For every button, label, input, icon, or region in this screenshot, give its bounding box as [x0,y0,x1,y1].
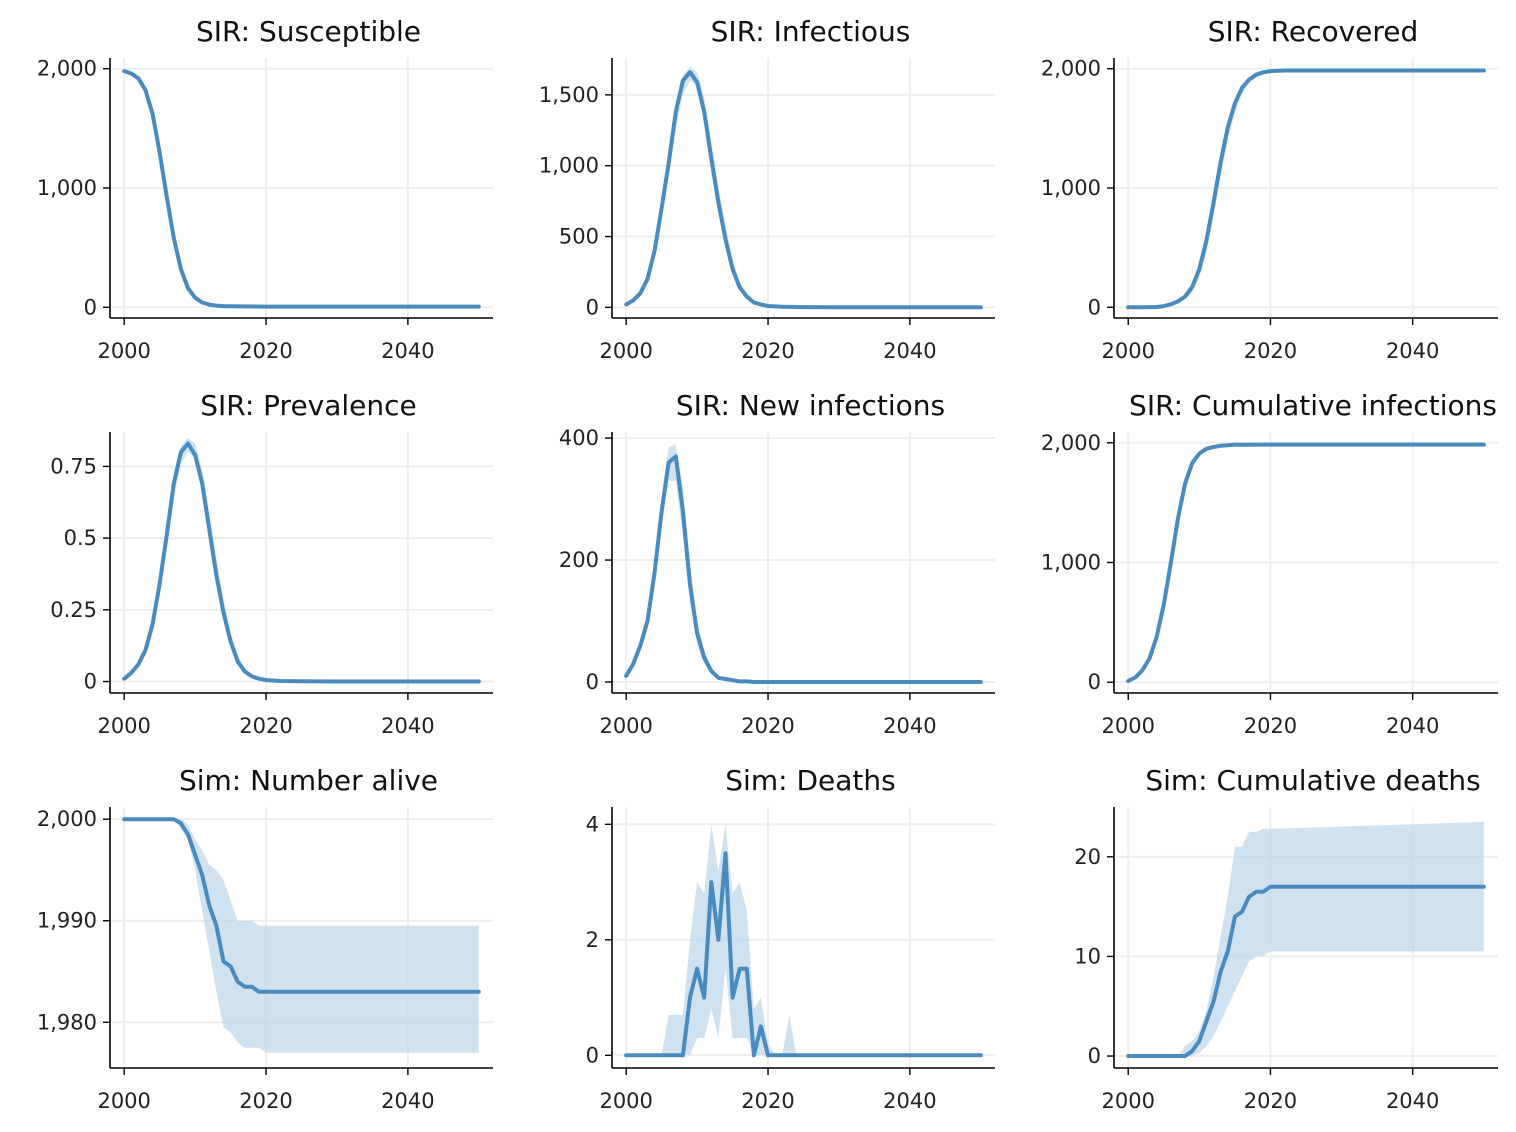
y-tick-label: 0 [1088,295,1101,319]
y-tick-label: 1,000 [539,154,599,178]
y-tick-label: 0.25 [50,598,97,622]
x-tick-label: 2040 [1386,339,1439,363]
x-tick-label: 2000 [599,714,652,738]
y-tick-label: 0 [1088,670,1101,694]
x-tick-label: 2020 [741,339,794,363]
x-tick-label: 2020 [239,714,292,738]
x-tick-label: 2020 [239,1089,292,1113]
y-tick-label: 1,980 [37,1010,97,1034]
y-tick-label: 1,000 [37,176,97,200]
y-tick-label: 0 [84,670,97,694]
y-tick-label: 2 [586,928,599,952]
x-tick-label: 2000 [97,714,150,738]
y-tick-label: 1,000 [1041,176,1101,200]
x-tick-label: 2000 [599,1089,652,1113]
series-line [122,441,481,684]
chart-panel: 2000 2020 2040 0 2 4 Sim: Deaths [586,764,995,1113]
chart-title: Sim: Deaths [725,764,895,797]
chart-title: SIR: Susceptible [196,15,421,48]
y-tick-label: 0 [586,295,599,319]
x-tick-label: 2040 [1386,714,1439,738]
y-tick-label: 0 [1088,1044,1101,1068]
x-tick-label: 2040 [1386,1089,1439,1113]
x-tick-label: 2040 [381,339,434,363]
uncertainty-band [1128,821,1484,1056]
x-tick-label: 2000 [97,1089,150,1113]
y-tick-label: 400 [559,426,599,450]
y-tick-label: 2,000 [37,57,97,81]
x-tick-label: 2020 [1244,339,1297,363]
y-tick-label: 0 [586,670,599,694]
x-tick-label: 2040 [381,714,434,738]
chart-panel: 2000 2020 2040 0 1,000 2,000 SIR: Cumulative i… [1041,389,1498,738]
y-tick-label: 1,500 [539,83,599,107]
chart-title: SIR: Recovered [1208,15,1419,48]
series-line [624,454,983,684]
x-tick-label: 2040 [381,1089,434,1113]
chart-title: SIR: Cumulative infections [1129,389,1497,422]
y-tick-label: 200 [559,548,599,572]
y-tick-label: 1,000 [1041,551,1101,575]
chart-title: SIR: New infections [676,389,945,422]
x-tick-label: 2000 [1101,339,1154,363]
y-tick-label: 2,000 [1041,431,1101,455]
chart-panel: 2000 2020 2040 0 1,000 2,000 SIR: Recovered [1041,15,1498,363]
y-tick-label: 0.75 [50,454,97,478]
series-line [1126,68,1486,310]
chart-title: Sim: Cumulative deaths [1145,764,1480,797]
chart-panel: 2000 2020 2040 1,980 1,990 2,000 Sim: Number a… [37,764,493,1113]
x-tick-label: 2020 [741,714,794,738]
x-tick-label: 2000 [1101,714,1154,738]
uncertainty-band [124,819,479,1053]
x-tick-label: 2020 [1244,1089,1297,1113]
chart-title: SIR: Prevalence [200,389,417,422]
x-tick-label: 2020 [1244,714,1297,738]
y-tick-label: 0 [586,1043,599,1067]
series-line [1126,884,1486,1058]
x-tick-label: 2020 [239,339,292,363]
y-tick-label: 500 [559,225,599,249]
chart-title: Sim: Number alive [179,764,438,797]
chart-panel: 2000 2020 2040 0 0.25 0.5 0.75 SIR: Prevalence [50,389,493,738]
x-tick-label: 2000 [97,339,150,363]
uncertainty-band [626,824,981,1056]
y-tick-label: 2,000 [1041,57,1101,81]
series-line [624,851,983,1058]
x-tick-label: 2000 [1101,1089,1154,1113]
y-tick-label: 0.5 [64,526,97,550]
chart-panel: 2000 2020 2040 0 200 400 SIR: New infections [559,389,995,738]
x-tick-label: 2020 [741,1089,794,1113]
y-tick-label: 4 [586,812,599,836]
x-tick-label: 2000 [599,339,652,363]
y-tick-label: 0 [84,295,97,319]
chart-title: SIR: Infectious [711,15,911,48]
x-tick-label: 2040 [883,1089,936,1113]
chart-panel: 2000 2020 2040 0 10 20 Sim: Cumulative deaths [1074,764,1498,1113]
series-line [624,70,983,310]
series-line [1126,442,1486,683]
y-tick-label: 20 [1074,845,1101,869]
series-line [122,69,481,309]
chart-panel: 2000 2020 2040 0 1,000 2,000 SIR: Susceptible [37,15,493,363]
y-tick-label: 1,990 [37,909,97,933]
x-tick-label: 2040 [883,714,936,738]
series-line [122,817,481,994]
chart-panel: 2000 2020 2040 0 500 1,000 1,500 SIR: Infectiou… [539,15,995,363]
y-tick-label: 2,000 [37,807,97,831]
y-tick-label: 10 [1074,944,1101,968]
x-tick-label: 2040 [883,339,936,363]
